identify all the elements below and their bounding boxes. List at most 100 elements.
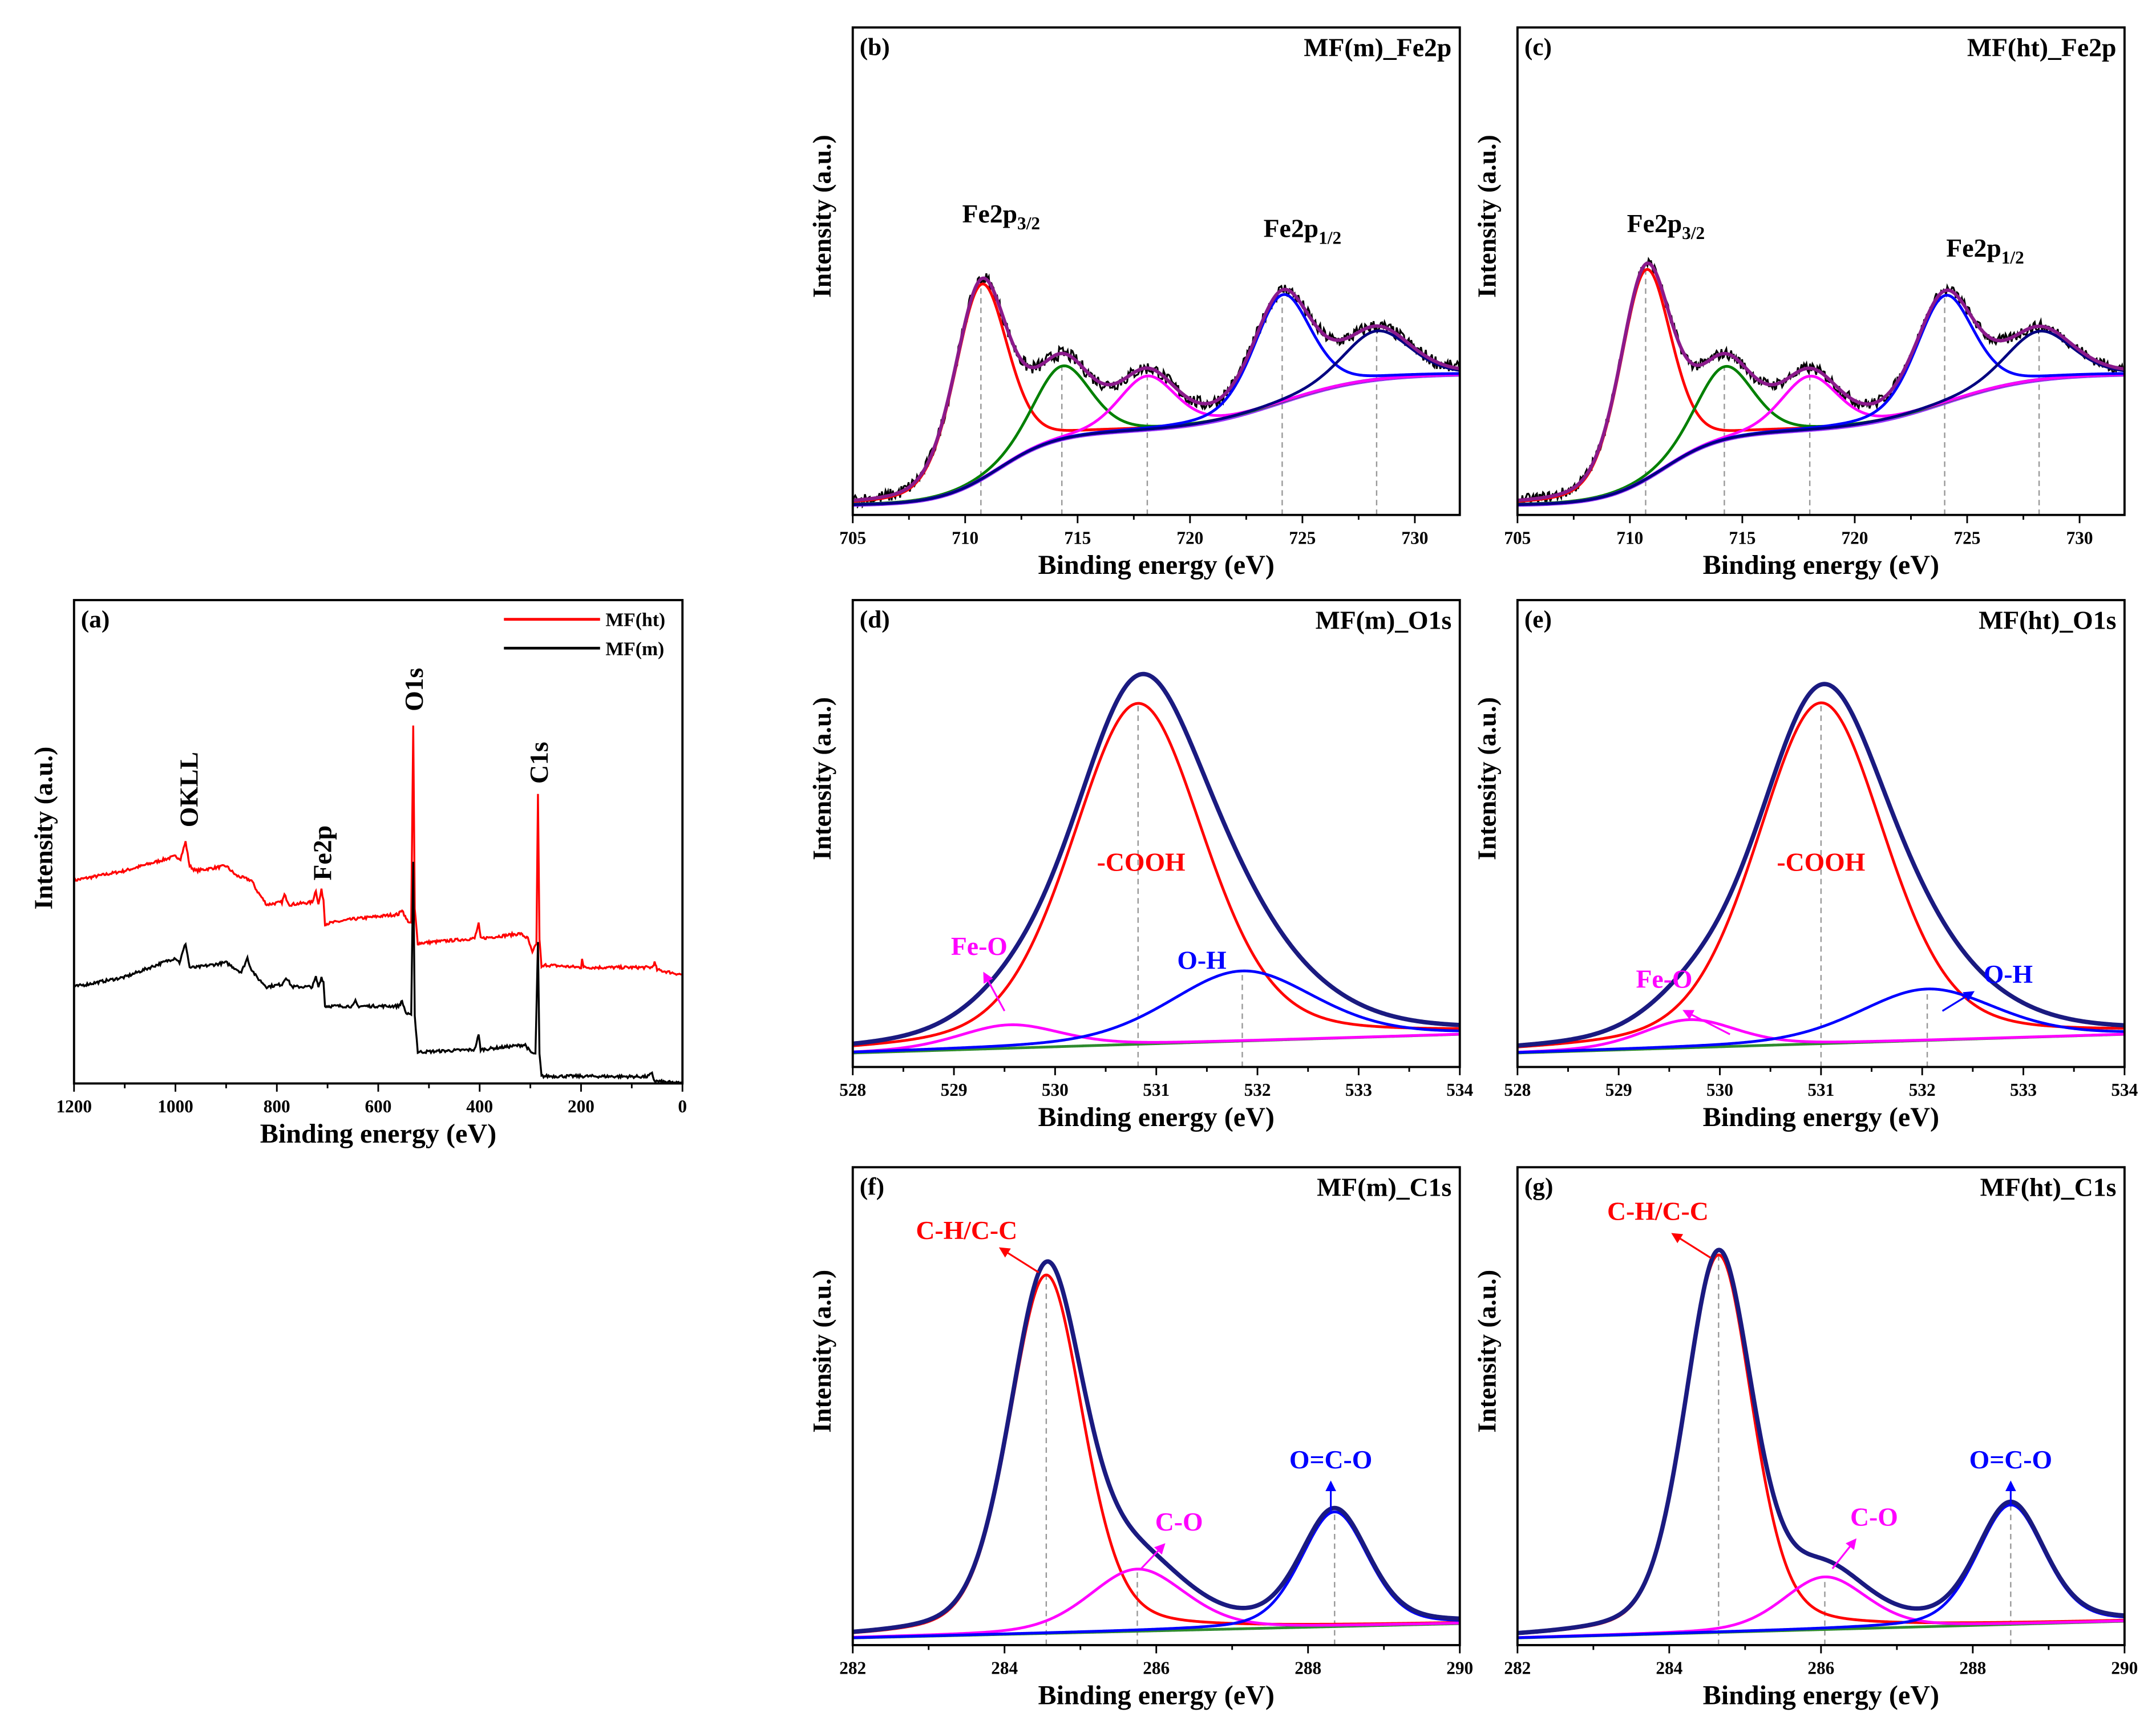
panel-f: 282 284 286 288 290 Binding energy (eV) Intens…	[807, 1166, 1473, 1710]
annotation-text: C-O	[1850, 1502, 1898, 1531]
x-tick-label: 1200	[56, 1096, 92, 1116]
plot-area	[1517, 1248, 2125, 1645]
peak-annotation: O1s	[399, 668, 428, 711]
envelope-fit	[852, 276, 1460, 503]
y-axis-title: Intensity (a.u.)	[807, 1270, 836, 1433]
x-tick-label: 800	[264, 1096, 290, 1116]
annotation-arrow	[983, 971, 1006, 1011]
x-tick-label: 534	[2111, 1080, 2138, 1100]
peak-annotation: Fe2p	[308, 825, 337, 881]
annotation-text: O=C-O	[1969, 1445, 2052, 1474]
x-tick-label: 529	[1605, 1080, 1632, 1100]
plot-frame	[72, 599, 684, 1085]
envelope-fit	[1517, 1248, 2125, 1635]
x-tick-label: 290	[2111, 1658, 2138, 1678]
x-tick-label: 282	[1504, 1658, 1531, 1678]
annotation-text: C1s	[524, 742, 553, 784]
component-peak-4	[852, 329, 1460, 507]
x-tick-label: 530	[1706, 1080, 1733, 1100]
component-peak-0	[852, 1023, 1460, 1054]
x-tick-label: 284	[991, 1658, 1018, 1678]
annotation-text: Fe-O	[951, 932, 1008, 961]
annotation-text: Fe2p	[1264, 214, 1319, 243]
annotation-text: Fe2p	[1946, 233, 2001, 262]
plot-area	[852, 273, 1460, 515]
component-peak-2	[852, 969, 1460, 1054]
component-peak-2	[852, 373, 1460, 506]
annotation-text: Fe2p	[1627, 209, 1682, 238]
x-tick-label: 1000	[157, 1096, 193, 1116]
x-axis-title: Binding energy (eV)	[1038, 1680, 1275, 1710]
envelope-fit	[1517, 261, 2125, 503]
component-peak-1	[1517, 701, 2125, 1048]
annotation-text: Fe-O	[1636, 964, 1692, 993]
peak-annotation: -COOH	[1777, 848, 1865, 877]
annotation-text: C-H/C-C	[916, 1216, 1017, 1245]
x-tick-label: 529	[941, 1080, 968, 1100]
x-tick-label: 710	[952, 528, 978, 548]
x-tick-label: 725	[1954, 528, 1981, 548]
component-peak-1	[852, 702, 1460, 1047]
annotation-text: -COOH	[1097, 848, 1186, 877]
plot-area	[1517, 257, 2125, 515]
panel-label: (f)	[860, 1173, 884, 1200]
component-peak-2	[1517, 987, 2125, 1054]
plot-frame	[851, 599, 1461, 1068]
annotation-text: -COOH	[1777, 848, 1865, 877]
background-curve	[852, 372, 1460, 507]
panel-a: 1200 1000 800 600 400 200 0 Binding energy (eV)…	[29, 599, 687, 1149]
x-tick-label: 400	[466, 1096, 493, 1116]
x-tick-label: 282	[839, 1658, 866, 1678]
peak-annotation: C-H/C-C	[1607, 1196, 1709, 1225]
peak-annotation: Fe2p1/2	[1264, 214, 1341, 248]
legend-label: MF(ht)	[605, 610, 665, 631]
annotation-arrow	[1671, 1233, 1712, 1259]
y-axis-title: Intensity (a.u.)	[1472, 135, 1501, 298]
x-tick-label: 531	[1807, 1080, 1834, 1100]
plot-frame	[851, 26, 1461, 516]
panel-title: MF(m)_Fe2p	[1304, 33, 1451, 62]
x-axis-title: Binding energy (eV)	[260, 1119, 496, 1149]
x-tick-label: 531	[1143, 1080, 1170, 1100]
background-curve	[1517, 372, 2125, 507]
plot-frame	[1516, 26, 2126, 516]
x-tick-label: 533	[1345, 1080, 1372, 1100]
y-axis-title: Intensity (a.u.)	[29, 747, 58, 910]
peak-annotation: C-O	[1850, 1502, 1898, 1531]
x-tick-label: 530	[1042, 1080, 1069, 1100]
annotation-subscript: 1/2	[2001, 248, 2024, 268]
panel-label: (b)	[860, 33, 890, 60]
x-axis-title: Binding energy (eV)	[1038, 550, 1275, 580]
panel-title: MF(m)_O1s	[1316, 606, 1452, 635]
component-peak-4	[1517, 329, 2125, 507]
plot-area	[74, 725, 683, 1084]
component-peak-2	[1517, 373, 2125, 506]
panel-e: 528 529 530 531 532 533 534 Binding energy (eV)…	[1472, 599, 2138, 1132]
x-tick-label: 600	[365, 1096, 392, 1116]
plot-area	[1517, 682, 2125, 1067]
peak-annotation: Fe2p1/2	[1946, 233, 2024, 268]
peak-annotation: Fe-O	[1636, 964, 1692, 993]
panel-b: 705 710 715 720 725 730 Binding energy (eV) Int…	[807, 26, 1461, 580]
y-axis-title: Intensity (a.u.)	[1472, 697, 1501, 860]
x-tick-label: 715	[1729, 528, 1755, 548]
x-tick-label: 528	[839, 1080, 866, 1100]
x-tick-label: 528	[1504, 1080, 1531, 1100]
x-tick-label: 0	[678, 1096, 687, 1116]
annotation-text: Fe2p	[308, 825, 337, 881]
annotation-text: OKLL	[175, 752, 204, 827]
component-peak-1	[852, 364, 1460, 506]
x-tick-label: 286	[1143, 1658, 1170, 1678]
x-tick-label: 705	[1504, 528, 1531, 548]
y-axis-title: Intensity (a.u.)	[1472, 1270, 1501, 1433]
series-line-MFht	[74, 725, 683, 976]
series-line-MFm	[74, 861, 683, 1084]
x-axis-title: Binding energy (eV)	[1038, 1102, 1275, 1132]
annotation-arrow	[1831, 1538, 1857, 1569]
annotation-text: C-H/C-C	[1607, 1196, 1709, 1225]
component-peak-0	[1517, 1018, 2125, 1054]
peak-annotation: C-O	[1155, 1507, 1203, 1536]
x-tick-label: 715	[1064, 528, 1091, 548]
peak-annotation: O-H	[1984, 959, 2033, 989]
peak-annotation: Fe2p3/2	[1627, 209, 1705, 243]
